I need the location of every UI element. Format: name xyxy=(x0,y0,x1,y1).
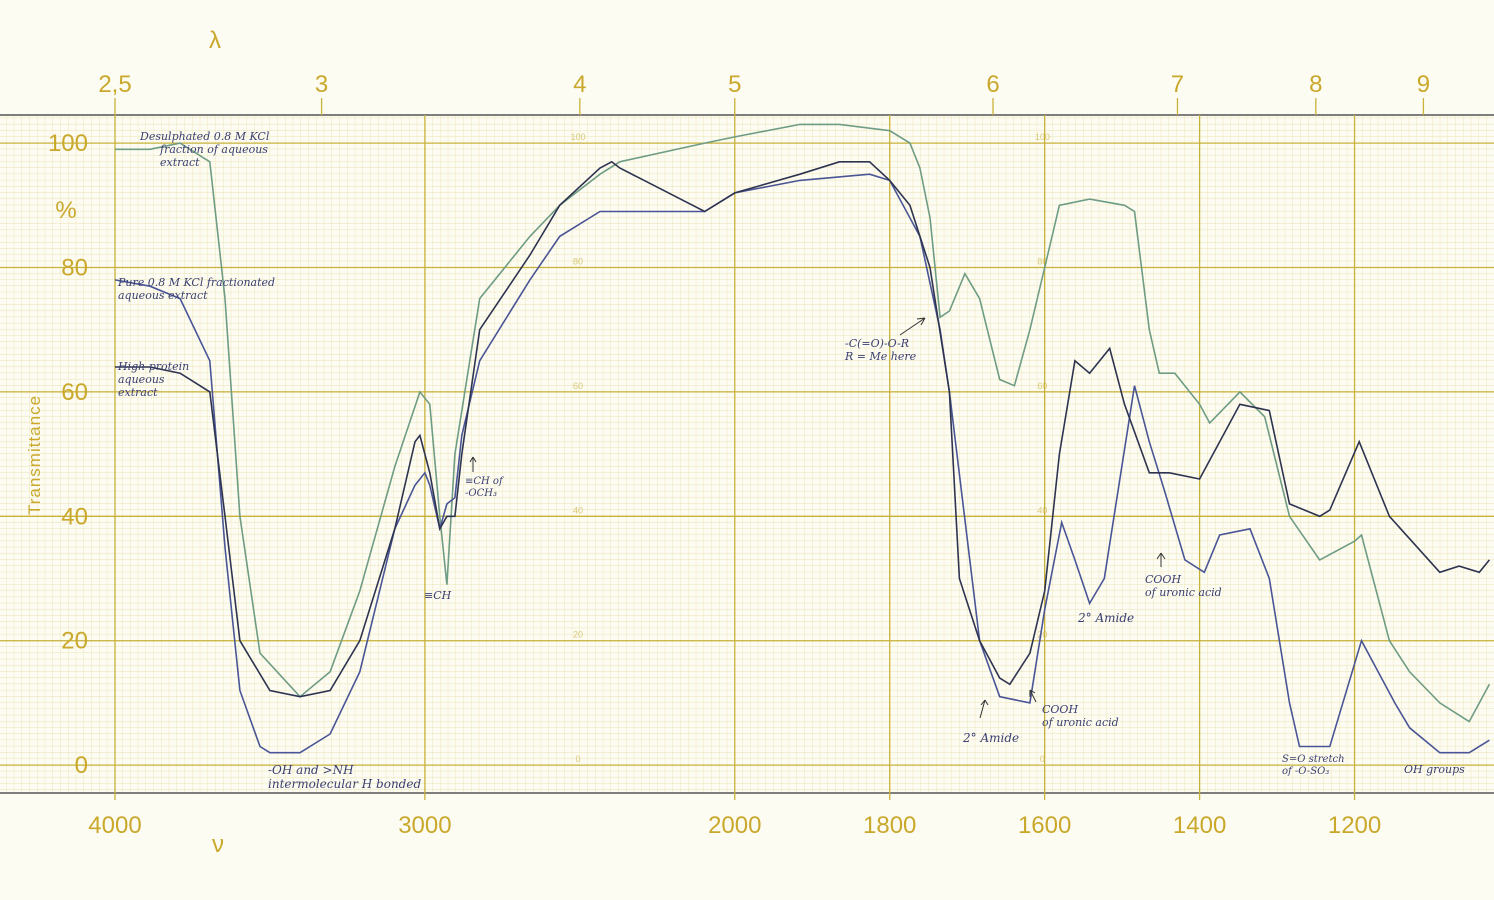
x2-tick-label: 4 xyxy=(573,71,586,98)
annotation: Desulphated 0.8 M KCl xyxy=(139,130,270,143)
annotation: R = Me here xyxy=(844,350,917,363)
annotation: extract xyxy=(118,386,158,399)
annotation: 2° Amide xyxy=(962,731,1019,745)
annotation: fraction of aqueous xyxy=(159,143,268,156)
annotation: Pure 0.8 M KCl fractionated xyxy=(117,276,275,289)
annotation: aqueous xyxy=(118,373,165,386)
inner-y-tick-label: 60 xyxy=(573,381,583,391)
arrow xyxy=(1029,689,1037,703)
inner-y-tick-label: 20 xyxy=(573,630,583,640)
inner-y-tick-label: 100 xyxy=(1035,132,1050,142)
annotation: ≡CH of xyxy=(465,476,505,487)
annotation: aqueous extract xyxy=(118,289,208,302)
arrow xyxy=(469,456,477,472)
x2-tick-label: 9 xyxy=(1417,71,1430,98)
annotation: of -O-SO₃ xyxy=(1282,766,1329,777)
x2-tick-label: 8 xyxy=(1309,71,1322,98)
annotation: ≡CH xyxy=(424,589,452,602)
annotation: -OH and >NH xyxy=(268,763,354,777)
labels: λ ν % Transmittance xyxy=(25,27,224,858)
inner-y-tick-label: 100 xyxy=(570,132,585,142)
annotation: S=O stretch xyxy=(1282,754,1345,765)
x-tick-label: 1200 xyxy=(1328,812,1381,839)
annotation: COOH xyxy=(1145,573,1181,586)
minor-grid xyxy=(0,115,1494,793)
x-tick-label: 3000 xyxy=(398,812,451,839)
x2-tick-label: 3 xyxy=(315,71,328,98)
inner-y-tick-label: 0 xyxy=(575,754,580,764)
grid: 0 0 0 20 20 20 40 40 40 60 60 60 80 80 80 100 100 100 4000… xyxy=(0,71,1494,839)
y-tick-label: 0 xyxy=(75,752,88,779)
inner-y-tick-label: 40 xyxy=(573,505,583,515)
y-tick-label: 60 xyxy=(61,379,88,406)
annotation: extract xyxy=(160,156,200,169)
inner-y-tick-label: 80 xyxy=(573,257,583,267)
y-unit: % xyxy=(55,197,76,224)
arrow xyxy=(1156,552,1166,567)
x-label: ν xyxy=(212,831,224,858)
arrow xyxy=(899,317,926,336)
y-tick-label: 80 xyxy=(61,255,88,282)
annotation: 2° Amide xyxy=(1077,611,1134,625)
x-tick-label: 1400 xyxy=(1173,812,1226,839)
x-tick-label: 2000 xyxy=(708,812,761,839)
x2-tick-label: 5 xyxy=(728,71,741,98)
annotation: -OCH₃ xyxy=(465,488,497,499)
plot xyxy=(114,123,1491,754)
x2-tick-label: 6 xyxy=(986,71,999,98)
annotation: OH groups xyxy=(1404,763,1465,776)
y-tick-label: 100 xyxy=(48,130,88,157)
annotation: -C(=O)-O-R xyxy=(845,337,909,350)
y-label: Transmittance xyxy=(25,395,44,515)
x-tick-label: 1600 xyxy=(1018,812,1071,839)
x-tick-label: 1800 xyxy=(863,812,916,839)
annotation: COOH xyxy=(1042,703,1078,716)
x2-label: λ xyxy=(209,27,221,54)
x-tick-label: 4000 xyxy=(88,812,141,839)
inner-y-tick-label: 40 xyxy=(1037,505,1047,515)
annotation: High protein xyxy=(117,360,189,373)
inner-y-tick-label: 80 xyxy=(1037,257,1047,267)
x2-tick-label: 2,5 xyxy=(98,71,131,98)
annotation: of uronic acid xyxy=(1042,716,1119,729)
arrow xyxy=(979,699,989,719)
y-tick-label: 40 xyxy=(61,503,88,530)
annotation: of uronic acid xyxy=(1145,586,1222,599)
inner-y-tick-label: 0 xyxy=(1040,754,1045,764)
spectrum-line xyxy=(115,160,1491,698)
y-tick-label: 20 xyxy=(61,628,88,655)
x2-tick-label: 7 xyxy=(1171,71,1184,98)
inner-y-tick-label: 20 xyxy=(1037,630,1047,640)
annotation: intermolecular H bonded xyxy=(268,777,421,791)
inner-y-tick-label: 60 xyxy=(1037,381,1047,391)
